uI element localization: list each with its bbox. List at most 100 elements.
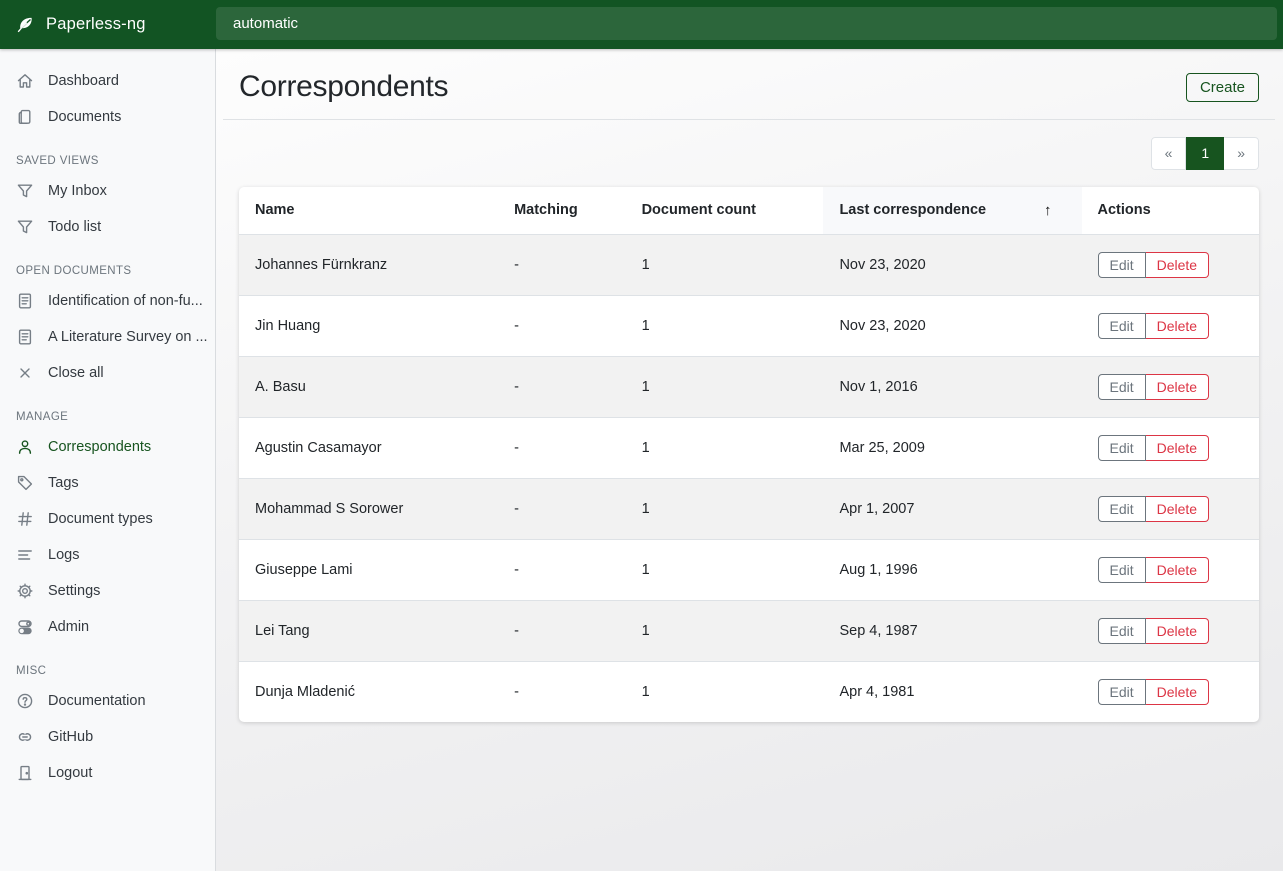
- link-icon: [16, 728, 34, 746]
- pagination-prev-button[interactable]: «: [1150, 137, 1187, 170]
- pagination: « 1 »: [1150, 137, 1259, 170]
- edit-button[interactable]: Edit: [1097, 434, 1146, 461]
- cell-last-correspondence: Aug 1, 1996: [823, 538, 1082, 601]
- sidebar-item-label: Todo list: [48, 219, 102, 235]
- sidebar-item-label: Logs: [48, 547, 80, 563]
- edit-button[interactable]: Edit: [1097, 251, 1146, 278]
- brand-title: Paperless-ng: [46, 15, 146, 33]
- cell-actions: Edit Delete: [1081, 477, 1259, 540]
- person-icon: [16, 438, 34, 456]
- delete-button[interactable]: Delete: [1145, 617, 1210, 644]
- edit-button[interactable]: Edit: [1097, 617, 1146, 644]
- sort-ascending-icon: ↑: [1044, 201, 1052, 219]
- pagination-page-1-button[interactable]: 1: [1186, 137, 1225, 170]
- cell-matching: -: [498, 538, 626, 601]
- column-header-name[interactable]: Name: [255, 202, 295, 219]
- create-button[interactable]: Create: [1185, 72, 1259, 102]
- toggles-icon: [16, 618, 34, 636]
- cell-document-count: 1: [625, 294, 824, 357]
- sidebar-item-label: Identification of non-fu...: [48, 293, 203, 309]
- sidebar-item-label: Document types: [48, 511, 153, 527]
- sidebar-item-github[interactable]: GitHub: [0, 719, 215, 755]
- sidebar-item-logs[interactable]: Logs: [0, 537, 215, 573]
- edit-button[interactable]: Edit: [1097, 373, 1146, 400]
- sidebar-item-open-document-1[interactable]: Identification of non-fu...: [0, 283, 215, 319]
- sidebar-item-document-types[interactable]: Document types: [0, 501, 215, 537]
- sidebar-item-admin[interactable]: Admin: [0, 609, 215, 645]
- header-divider: [223, 119, 1275, 120]
- delete-button[interactable]: Delete: [1145, 434, 1210, 461]
- cell-last-correspondence: Nov 23, 2020: [823, 294, 1082, 357]
- cell-last-correspondence: Mar 25, 2009: [823, 416, 1082, 479]
- row-actions-group: Edit Delete: [1097, 434, 1210, 461]
- sidebar-item-my-inbox[interactable]: My Inbox: [0, 173, 215, 209]
- cell-name: Lei Tang: [239, 599, 499, 662]
- sidebar-item-dashboard[interactable]: Dashboard: [0, 63, 215, 99]
- sidebar-heading-manage: MANAGE: [16, 411, 69, 423]
- cell-actions: Edit Delete: [1081, 294, 1259, 357]
- sidebar-item-documentation[interactable]: Documentation: [0, 683, 215, 719]
- row-actions-group: Edit Delete: [1097, 251, 1210, 278]
- sidebar-item-label: Logout: [48, 765, 93, 781]
- brand[interactable]: Paperless-ng: [0, 0, 216, 49]
- row-actions-group: Edit Delete: [1097, 678, 1210, 705]
- search-input[interactable]: [216, 7, 1277, 40]
- sidebar-heading-saved-views: SAVED VIEWS: [16, 155, 99, 167]
- edit-button[interactable]: Edit: [1097, 495, 1146, 522]
- cell-last-correspondence: Nov 23, 2020: [823, 233, 1082, 296]
- column-header-document-count[interactable]: Document count: [641, 202, 756, 219]
- sidebar-item-logout[interactable]: Logout: [0, 755, 215, 791]
- table-row: Dunja Mladenić - 1 Apr 4, 1981 Edit Dele…: [239, 660, 1259, 722]
- delete-button[interactable]: Delete: [1145, 312, 1210, 339]
- sidebar-item-open-document-2[interactable]: A Literature Survey on ...: [0, 319, 215, 355]
- cell-name: Dunja Mladenić: [239, 660, 499, 722]
- cell-matching: -: [498, 355, 626, 418]
- pagination-next-button[interactable]: »: [1224, 137, 1259, 170]
- table-row: Giuseppe Lami - 1 Aug 1, 1996 Edit Delet…: [239, 538, 1259, 601]
- hash-icon: [16, 510, 34, 528]
- pagination-row: « 1 »: [239, 137, 1259, 170]
- table-row: Mohammad S Sorower - 1 Apr 1, 2007 Edit …: [239, 477, 1259, 540]
- question-circle-icon: [16, 692, 34, 710]
- cell-last-correspondence: Sep 4, 1987: [823, 599, 1082, 662]
- delete-button[interactable]: Delete: [1145, 556, 1210, 583]
- cell-matching: -: [498, 416, 626, 479]
- delete-button[interactable]: Delete: [1145, 251, 1210, 278]
- sidebar-heading-misc: MISC: [16, 665, 47, 677]
- cell-last-correspondence: Nov 1, 2016: [823, 355, 1082, 418]
- sidebar-item-documents[interactable]: Documents: [0, 99, 215, 135]
- table-header-row: Name Matching Document count ↑ Last corr…: [239, 186, 1259, 235]
- cell-last-correspondence: Apr 4, 1981: [823, 660, 1082, 722]
- sidebar-item-label: Documents: [48, 109, 122, 125]
- cell-matching: -: [498, 660, 626, 722]
- edit-button[interactable]: Edit: [1097, 312, 1146, 339]
- cell-document-count: 1: [625, 660, 824, 722]
- cell-document-count: 1: [625, 416, 824, 479]
- sidebar-item-label: Correspondents: [48, 439, 152, 455]
- sidebar-item-todo-list[interactable]: Todo list: [0, 209, 215, 245]
- search-bar: [216, 0, 1283, 49]
- sidebar-item-settings[interactable]: Settings: [0, 573, 215, 609]
- cell-actions: Edit Delete: [1081, 538, 1259, 601]
- cell-matching: -: [498, 233, 626, 296]
- sidebar-item-correspondents[interactable]: Correspondents: [0, 429, 215, 465]
- row-actions-group: Edit Delete: [1097, 495, 1210, 522]
- funnel-icon: [16, 218, 34, 236]
- cell-document-count: 1: [625, 538, 824, 601]
- correspondents-table-card: Name Matching Document count ↑ Last corr…: [239, 186, 1259, 722]
- delete-button[interactable]: Delete: [1145, 373, 1210, 400]
- close-icon: [16, 364, 34, 382]
- row-actions-group: Edit Delete: [1097, 373, 1210, 400]
- sidebar-item-close-all[interactable]: Close all: [0, 355, 215, 391]
- delete-button[interactable]: Delete: [1145, 495, 1210, 522]
- sidebar-item-tags[interactable]: Tags: [0, 465, 215, 501]
- sidebar-item-label: Settings: [48, 583, 101, 599]
- cell-name: A. Basu: [239, 355, 499, 418]
- edit-button[interactable]: Edit: [1097, 556, 1146, 583]
- cell-document-count: 1: [625, 355, 824, 418]
- column-header-last-correspondence[interactable]: ↑ Last correspondence: [823, 186, 1082, 235]
- edit-button[interactable]: Edit: [1097, 678, 1146, 705]
- column-header-matching[interactable]: Matching: [514, 202, 578, 219]
- row-actions-group: Edit Delete: [1097, 556, 1210, 583]
- delete-button[interactable]: Delete: [1145, 678, 1210, 705]
